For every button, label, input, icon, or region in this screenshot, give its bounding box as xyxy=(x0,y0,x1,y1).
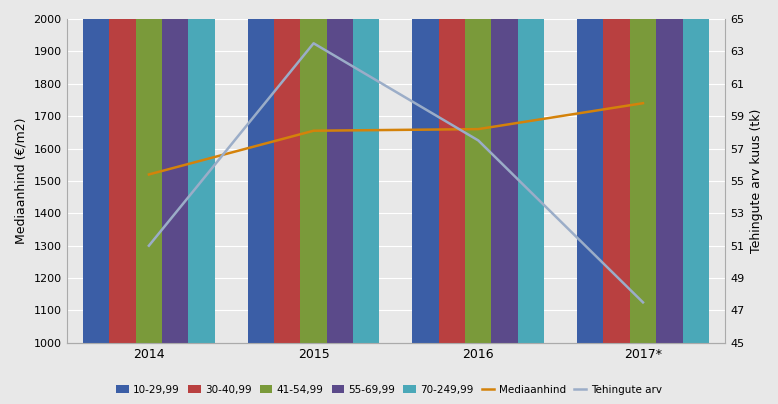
Bar xyxy=(465,0,492,343)
Bar xyxy=(656,0,682,343)
Y-axis label: Mediaanhind (€/m2): Mediaanhind (€/m2) xyxy=(15,118,28,244)
Bar xyxy=(327,0,353,343)
Legend: 10-29,99, 30-40,99, 41-54,99, 55-69,99, 70-249,99, Mediaanhind, Tehingute arv: 10-29,99, 30-40,99, 41-54,99, 55-69,99, … xyxy=(112,381,666,399)
Line: Tehingute arv: Tehingute arv xyxy=(149,43,643,302)
Bar xyxy=(492,0,518,343)
Bar xyxy=(353,0,380,343)
Bar xyxy=(630,0,656,343)
Bar xyxy=(135,0,162,343)
Tehingute arv xyxy=(309,41,318,46)
Bar xyxy=(682,0,709,343)
Tehingute arv xyxy=(638,300,647,305)
Y-axis label: Tehingute arv kuus (tk): Tehingute arv kuus (tk) xyxy=(750,109,763,253)
Bar xyxy=(439,0,465,343)
Bar xyxy=(83,0,110,343)
Bar xyxy=(412,0,439,343)
Bar xyxy=(188,0,215,343)
Bar xyxy=(577,0,604,343)
Bar xyxy=(110,0,135,343)
Bar xyxy=(300,0,327,343)
Line: Mediaanhind: Mediaanhind xyxy=(149,103,643,175)
Bar xyxy=(604,0,630,343)
Mediaanhind xyxy=(144,172,153,177)
Mediaanhind xyxy=(638,101,647,105)
Bar xyxy=(518,0,544,343)
Mediaanhind xyxy=(309,128,318,133)
Bar xyxy=(274,0,300,343)
Tehingute arv xyxy=(474,138,483,143)
Mediaanhind xyxy=(474,127,483,132)
Tehingute arv xyxy=(144,243,153,248)
Bar xyxy=(247,0,274,343)
Bar xyxy=(162,0,188,343)
